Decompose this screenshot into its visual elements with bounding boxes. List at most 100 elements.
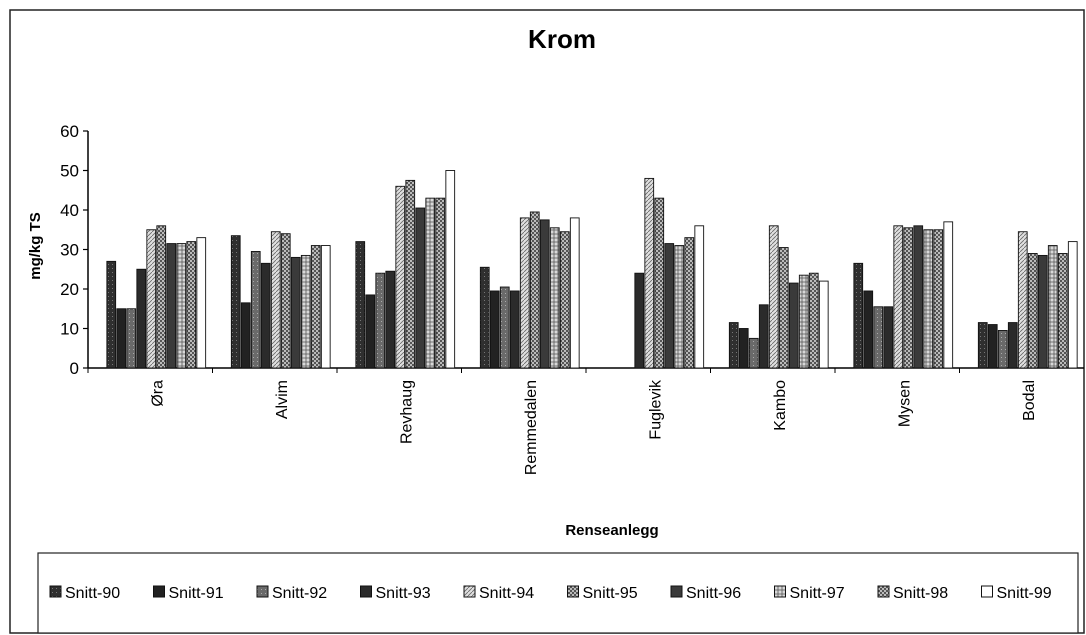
bar: [903, 227, 914, 369]
bar: [893, 225, 904, 369]
bar: [529, 211, 540, 369]
y-tick-label: 40: [60, 201, 79, 220]
bar: [290, 256, 301, 369]
bar: [270, 231, 281, 369]
chart-title: Krom: [528, 24, 596, 54]
legend-label: Snitt-95: [583, 585, 638, 602]
bar: [320, 245, 331, 369]
legend-swatch: [567, 585, 579, 598]
category-label: Remmedalen: [523, 380, 540, 475]
bar: [116, 308, 127, 369]
legend-label: Snitt-93: [376, 585, 431, 602]
bar: [240, 302, 251, 369]
bar: [873, 306, 884, 369]
bar: [539, 219, 550, 369]
legend-swatch: [877, 585, 890, 598]
bar: [694, 225, 705, 369]
bar: [664, 243, 675, 369]
legend-label: Snitt-91: [169, 585, 224, 602]
bar: [798, 274, 809, 369]
legend-label: Snitt-96: [686, 585, 741, 602]
plot-area: [87, 131, 1084, 369]
bar: [186, 241, 197, 369]
bar: [176, 243, 187, 369]
bar: [415, 207, 426, 369]
bar: [1037, 254, 1048, 369]
legend-label: Snitt-94: [479, 585, 534, 602]
legend-swatch: [153, 585, 165, 598]
bar: [987, 324, 998, 369]
legend-swatch: [670, 585, 683, 598]
legend-swatch: [360, 585, 372, 598]
bar: [250, 251, 261, 369]
legend-swatch: [774, 585, 786, 598]
bar: [300, 254, 311, 369]
bar: [913, 225, 924, 369]
bar: [654, 197, 665, 369]
bar: [126, 308, 137, 369]
bar: [445, 170, 456, 369]
y-tick-label: 20: [60, 280, 79, 299]
bar: [634, 272, 645, 369]
bar: [559, 231, 570, 369]
x-axis-categories: Øra Alvim Revhaug Remmedalen Fuglevik Kambo My…: [87, 368, 1038, 475]
bar: [230, 235, 241, 369]
bar: [674, 245, 685, 369]
y-axis-title: mg/kg TS: [27, 212, 44, 280]
legend: Snitt-90 Snitt-91 Snitt-92 Snitt-93 Snitt-94…: [49, 585, 1052, 602]
legend-label: Snitt-99: [997, 585, 1052, 602]
y-axis-ticks: 0 10 20 30 40 50 60: [60, 122, 88, 378]
y-tick-label: 0: [70, 359, 79, 378]
bar: [479, 266, 490, 369]
x-axis-title: Renseanlegg: [565, 522, 658, 539]
y-tick-label: 50: [60, 162, 79, 181]
bar: [943, 221, 954, 369]
bar: [1017, 231, 1028, 369]
bar: [738, 328, 749, 369]
bar: [146, 229, 157, 369]
bar: [435, 197, 446, 369]
bar: [499, 286, 510, 369]
legend-swatch: [463, 585, 476, 598]
bar: [933, 229, 944, 369]
bar: [395, 185, 406, 369]
bar: [997, 330, 1008, 369]
bar: [106, 260, 117, 369]
legend-box: [37, 552, 1079, 634]
bar: [1007, 322, 1018, 369]
legend-swatch: [256, 585, 269, 598]
bar: [977, 322, 988, 369]
bar: [1057, 252, 1068, 369]
bar: [260, 262, 271, 369]
bar: [768, 225, 779, 369]
legend-swatch: [981, 585, 993, 598]
bar: [489, 290, 500, 369]
legend-swatch: [49, 585, 62, 598]
bar: [808, 272, 819, 369]
bar: [684, 237, 695, 369]
bar: [519, 217, 530, 369]
bar: [883, 306, 894, 369]
category-label: Fuglevik: [647, 379, 664, 440]
bar: [853, 262, 864, 369]
bar: [863, 290, 874, 369]
bar: [355, 241, 366, 369]
category-label: Kambo: [772, 380, 789, 431]
bar: [758, 304, 769, 369]
bar: [728, 322, 739, 369]
bar: [644, 177, 655, 369]
bar: [405, 179, 416, 369]
y-tick-label: 30: [60, 241, 79, 260]
bar: [375, 272, 386, 369]
bar: [425, 197, 436, 369]
bar: [923, 229, 934, 369]
bar: [365, 294, 376, 369]
category-label: Øra: [149, 380, 166, 407]
y-tick-label: 10: [60, 320, 79, 339]
bar: [818, 280, 829, 369]
y-tick-label: 60: [60, 122, 79, 141]
bar: [196, 237, 207, 369]
bar: [385, 270, 396, 369]
bar: [778, 247, 789, 369]
